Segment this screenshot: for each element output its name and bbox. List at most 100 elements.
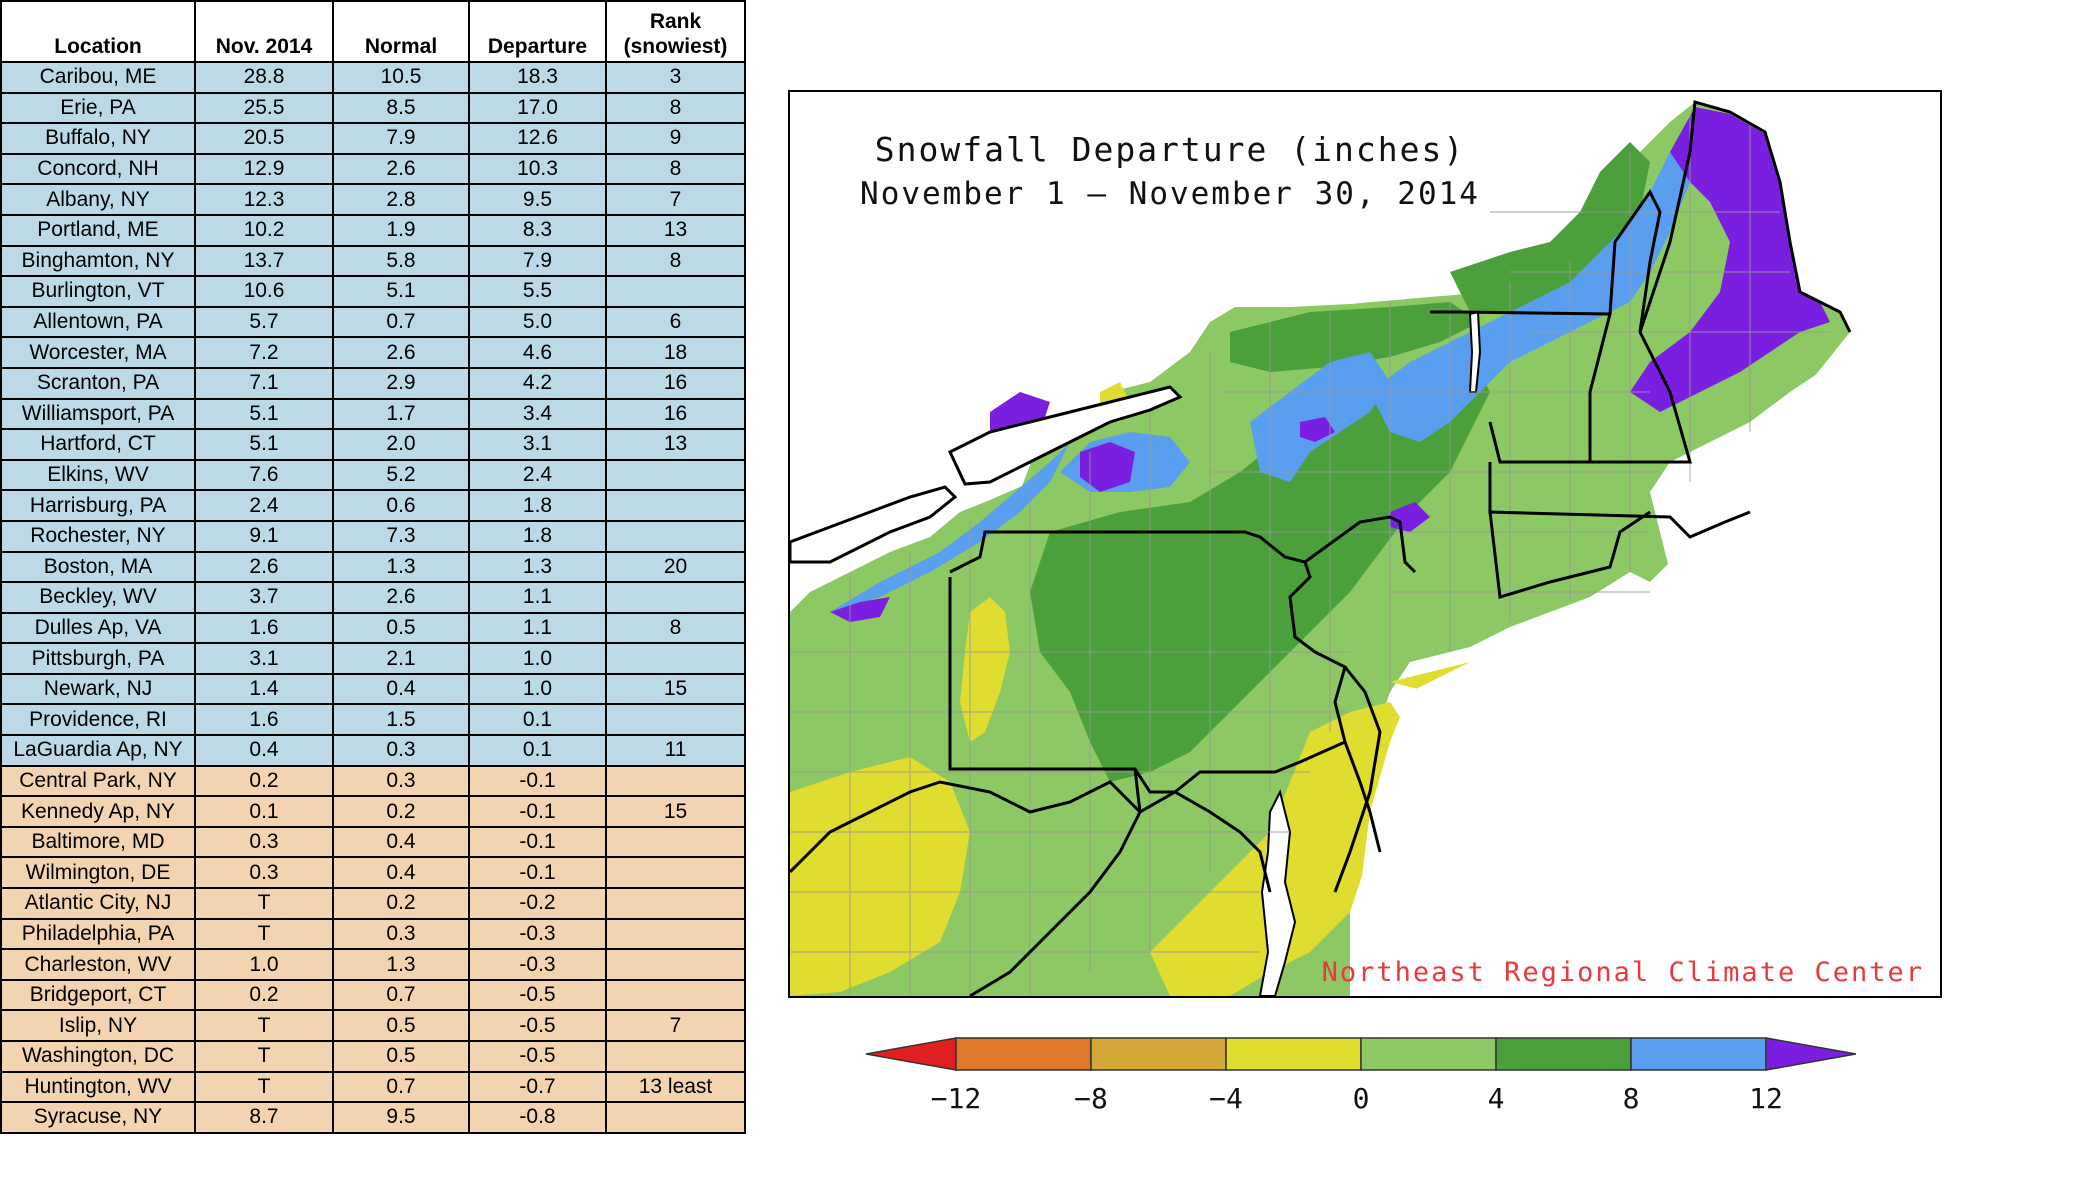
legend-label: 12 (1749, 1082, 1783, 1115)
region-dark-green-ny (1230, 302, 1480, 372)
column-header: Location (0, 0, 196, 63)
table-cell: Bridgeport, CT (0, 978, 196, 1012)
snowfall-table: Location Nov. 2014 Normal Departure Rank (sno… (0, 0, 746, 1134)
table-cell: Atlantic City, NJ (0, 887, 196, 920)
table-cell (605, 642, 746, 675)
table-cell (605, 764, 746, 798)
table-cell: Williamsport, PA (0, 397, 196, 431)
table-cell: 1.8 (468, 519, 607, 553)
table-cell (605, 856, 746, 890)
table-cell (605, 519, 746, 553)
table-cell: 0.5 (332, 611, 470, 645)
ma-border (1488, 462, 1751, 539)
table-cell: -0.7 (468, 1070, 607, 1104)
table-cell: 9 (605, 122, 746, 155)
table-cell: -0.3 (468, 917, 607, 951)
table-row: Harrisburg, PA 2.4 0.6 1.8 (0, 489, 746, 522)
table-cell: 2.8 (332, 183, 470, 216)
table-cell: 4.2 (468, 366, 607, 400)
table-cell (605, 275, 746, 308)
table-cell: 25.5 (194, 91, 334, 125)
table-cell: 1.6 (194, 611, 334, 645)
snowfall-departure-map: Snowfall Departure (inches) November 1 —… (788, 90, 1942, 998)
table-cell: 7.9 (468, 244, 607, 278)
table-row: Portland, ME 10.2 1.9 8.3 13 (0, 213, 746, 247)
table-cell: 15 (605, 672, 746, 706)
legend-swatch (1225, 1037, 1362, 1071)
table-cell: 15 (605, 795, 746, 828)
table-cell (605, 948, 746, 981)
table-cell: T (194, 1070, 334, 1104)
table-cell: -0.1 (468, 764, 607, 798)
region-dark-green-central (1030, 352, 1490, 782)
table-cell: 1.4 (194, 672, 334, 706)
table-cell: Huntington, WV (0, 1070, 196, 1104)
legend-swatch (1495, 1037, 1632, 1071)
table-cell: 7.9 (332, 122, 470, 155)
map-subtitle: November 1 — November 30, 2014 (860, 176, 1480, 212)
table-row: Central Park, NY 0.2 0.3 -0.1 (0, 764, 746, 798)
map-canvas (790, 100, 1940, 996)
table-cell: Islip, NY (0, 1009, 196, 1042)
table-cell: Caribou, ME (0, 61, 196, 94)
table-cell: 2.6 (194, 550, 334, 584)
de-border (1343, 741, 1382, 853)
table-cell (605, 887, 746, 920)
table-cell: -0.2 (468, 887, 607, 920)
table-cell: 8 (605, 244, 746, 278)
table-cell: 10.3 (468, 152, 607, 186)
table-cell: 8 (605, 611, 746, 645)
md-va-border (1133, 768, 1272, 893)
table-cell: -0.1 (468, 825, 607, 859)
table-row: Hartford, CT 5.1 2.0 3.1 13 (0, 428, 746, 461)
legend-swatch (866, 1037, 957, 1071)
table-cell: 20.5 (194, 122, 334, 155)
table-cell: 1.0 (468, 642, 607, 675)
table-cell (605, 1101, 746, 1134)
table-cell: -0.5 (468, 1009, 607, 1042)
table-cell: Syracuse, NY (0, 1101, 196, 1134)
table-cell: 1.6 (194, 703, 334, 737)
table-cell: Wilmington, DE (0, 856, 196, 890)
table-cell: 0.3 (194, 825, 334, 859)
table-cell: 0.2 (332, 795, 470, 828)
table-cell: 0.3 (332, 917, 470, 951)
me-border (1638, 100, 1852, 333)
table-cell: 0.7 (332, 978, 470, 1012)
table-cell: 11 (605, 734, 746, 767)
table-cell: Portland, ME (0, 213, 196, 247)
table-cell (605, 703, 746, 737)
table-cell (605, 825, 746, 859)
table-cell: 2.6 (332, 581, 470, 614)
table-cell: Philadelphia, PA (0, 917, 196, 951)
table-cell: 12.6 (468, 122, 607, 155)
legend-bar (866, 1037, 1856, 1071)
region-yellow-wv (790, 757, 970, 996)
table-cell: 8.7 (194, 1101, 334, 1134)
table-cell: Central Park, NY (0, 764, 196, 798)
column-header: Departure (468, 0, 607, 63)
table-cell: 0.3 (194, 856, 334, 890)
table-cell: 13 least (605, 1070, 746, 1104)
table-cell: Albany, NY (0, 183, 196, 216)
table-cell: 0.5 (332, 1009, 470, 1042)
legend-swatch (1630, 1037, 1767, 1071)
table-cell: 7.1 (194, 366, 334, 400)
table-cell: 0.2 (194, 978, 334, 1012)
table-cell: 9.1 (194, 519, 334, 553)
table-cell: 0.1 (194, 795, 334, 828)
table-cell: Allentown, PA (0, 305, 196, 339)
table-cell: Boston, MA (0, 550, 196, 584)
table-cell: 5.1 (194, 397, 334, 431)
table-cell: 7.2 (194, 336, 334, 369)
nh-border (1590, 189, 1692, 464)
table-cell: 0.6 (332, 489, 470, 522)
table-cell: 16 (605, 397, 746, 431)
column-header: Nov. 2014 (194, 0, 334, 63)
table-row: LaGuardia Ap, NY 0.4 0.3 0.1 11 (0, 734, 746, 767)
table-cell: Hartford, CT (0, 428, 196, 461)
table-cell: T (194, 917, 334, 951)
table-cell: Baltimore, MD (0, 825, 196, 859)
table-cell: Rochester, NY (0, 519, 196, 553)
pa-border (948, 530, 1347, 815)
